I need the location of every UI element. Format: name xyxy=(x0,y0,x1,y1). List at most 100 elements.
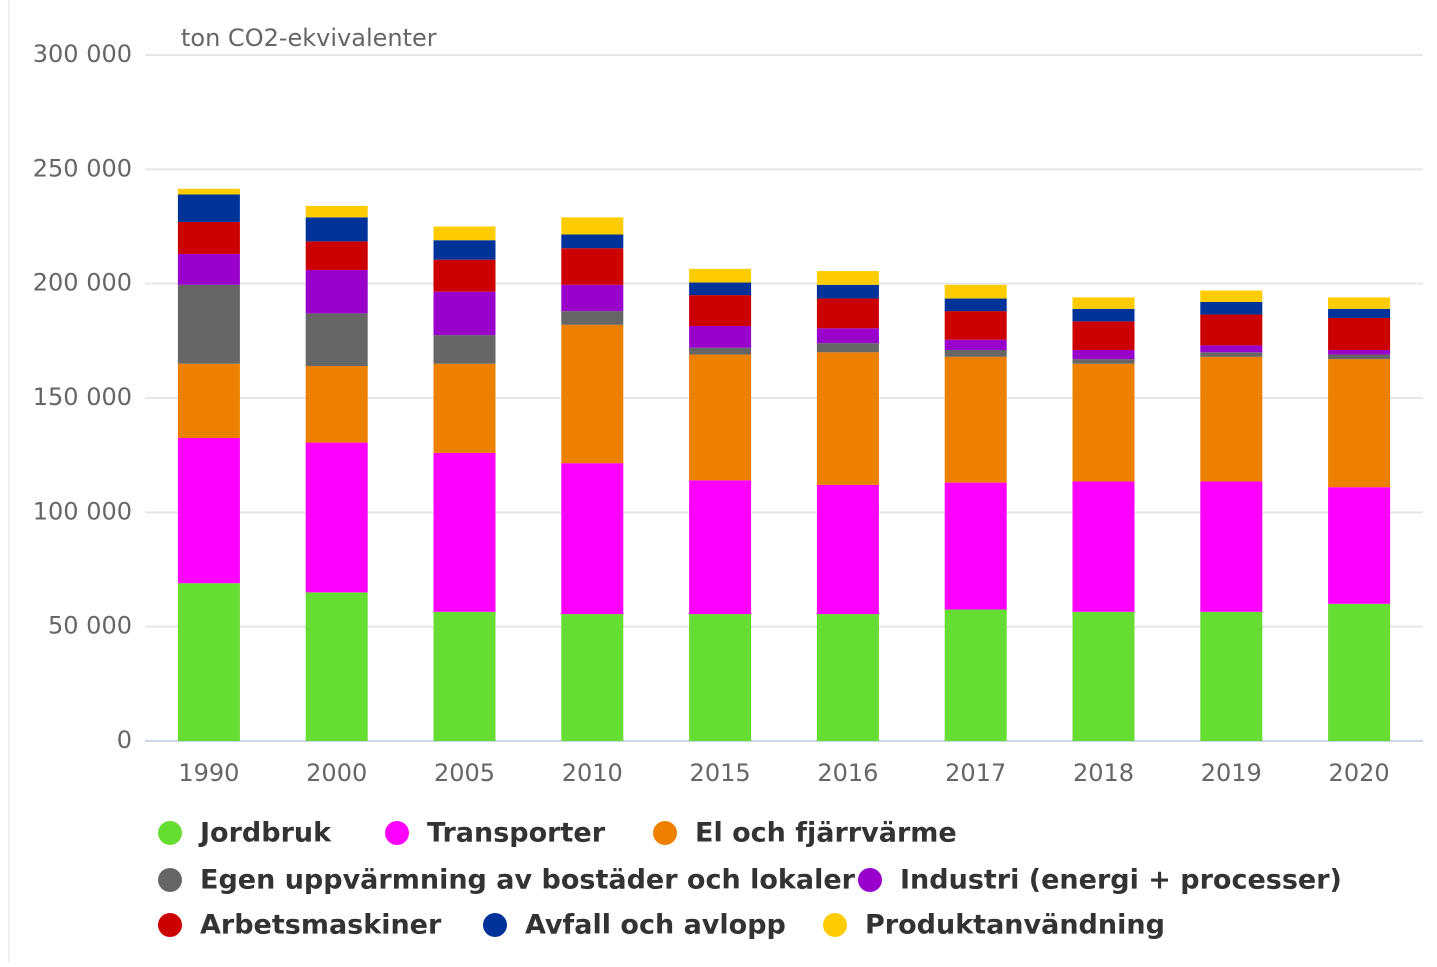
x-tick-label: 2018 xyxy=(1073,759,1134,787)
bar-segment xyxy=(305,217,368,242)
bar-segment xyxy=(305,313,368,366)
bar-segment xyxy=(433,363,496,453)
bar-segment xyxy=(177,284,240,364)
bar-segment xyxy=(561,311,624,325)
bar-segment xyxy=(689,354,752,481)
bar-segment xyxy=(1328,487,1391,604)
legend-marker xyxy=(158,868,182,892)
bar-segment xyxy=(944,339,1007,350)
bar-segment xyxy=(433,452,496,612)
bar-segment xyxy=(816,271,879,285)
bar-segment xyxy=(944,284,1007,299)
legend-marker xyxy=(858,868,882,892)
bar-segment xyxy=(689,480,752,615)
legend-marker xyxy=(823,913,847,937)
bar-segment xyxy=(305,269,368,314)
y-axis-label: ton CO2-ekvivalenter xyxy=(181,24,437,52)
bar-segment xyxy=(305,442,368,593)
legend-label: Jordbruk xyxy=(198,818,332,849)
bar-segment xyxy=(1200,352,1263,357)
bar-segment xyxy=(944,356,1007,483)
bar-segment xyxy=(1328,297,1391,309)
bar-segment xyxy=(944,609,1007,741)
bar-segment xyxy=(433,240,496,260)
bar-segment xyxy=(177,253,240,285)
bar-segment xyxy=(305,365,368,443)
bar-segment xyxy=(1328,308,1391,318)
bar-segment xyxy=(1072,481,1135,612)
y-tick-label: 250 000 xyxy=(33,154,132,182)
x-tick-label: 2010 xyxy=(562,759,623,787)
bar-segment xyxy=(944,349,1007,357)
bar-segment xyxy=(689,325,752,348)
bar-segment xyxy=(177,221,240,254)
legend-marker xyxy=(653,821,677,845)
bar-segment xyxy=(1328,603,1391,741)
bar-segment xyxy=(561,248,624,285)
bar-segment xyxy=(816,352,879,485)
bar-segment xyxy=(1200,356,1263,482)
bar-segment xyxy=(433,259,496,292)
bar-segment xyxy=(1072,611,1135,741)
legend-label: Egen uppvärmning av bostäder och lokaler xyxy=(200,865,856,896)
y-tick-label: 300 000 xyxy=(33,40,132,68)
legend-marker xyxy=(483,913,507,937)
bar-segment xyxy=(816,484,879,615)
bar-segment xyxy=(944,482,1007,610)
bar-segment xyxy=(177,194,240,222)
bar-segment xyxy=(1328,349,1391,355)
bar-segment xyxy=(1072,363,1135,482)
bar-segment xyxy=(305,241,368,270)
x-tick-label: 2020 xyxy=(1329,759,1390,787)
x-tick-label: 2016 xyxy=(817,759,878,787)
bar-segment xyxy=(816,343,879,353)
bar-segment xyxy=(689,282,752,296)
bar-segment xyxy=(177,188,240,195)
bar-segment xyxy=(177,438,240,584)
bar-segment xyxy=(1200,314,1263,346)
bar-segment xyxy=(1328,354,1391,360)
bar-segment xyxy=(561,324,624,464)
legend-label: Produktanvändning xyxy=(865,910,1165,941)
bar-segment xyxy=(1200,481,1263,612)
legend-label: Industri (energi + processer) xyxy=(900,865,1342,896)
bar-segment xyxy=(1072,349,1135,360)
legend-marker xyxy=(158,821,182,845)
bar-segment xyxy=(1328,359,1391,488)
bar-segment xyxy=(1072,359,1135,364)
bar-segment xyxy=(1328,317,1391,350)
bar-segment xyxy=(1072,297,1135,309)
bar-segment xyxy=(433,226,496,241)
legend-marker xyxy=(385,821,409,845)
x-tick-label: 2017 xyxy=(945,759,1006,787)
bar-segment xyxy=(944,298,1007,312)
bar-segment xyxy=(1200,290,1263,302)
y-tick-label: 150 000 xyxy=(33,383,132,411)
bar-segment xyxy=(1200,301,1263,315)
x-tick-label: 2000 xyxy=(306,759,367,787)
bar-segment xyxy=(305,592,368,741)
bar-segment xyxy=(816,614,879,741)
bar-segment xyxy=(816,328,879,344)
bar-segment xyxy=(689,614,752,741)
x-tick-label: 1990 xyxy=(178,759,239,787)
bar-segment xyxy=(944,311,1007,340)
bar-segment xyxy=(1072,308,1135,322)
bar-segment xyxy=(816,298,879,329)
bar-segment xyxy=(561,284,624,312)
bar-segment xyxy=(689,295,752,326)
bar-segment xyxy=(561,614,624,741)
bar-segment xyxy=(1200,611,1263,741)
bar-segment xyxy=(1072,321,1135,350)
bar-segment xyxy=(433,611,496,741)
legend-label: Avfall och avlopp xyxy=(525,910,786,941)
legend-label: Arbetsmaskiner xyxy=(200,910,442,941)
bar-segment xyxy=(561,463,624,615)
bar-segment xyxy=(816,284,879,299)
x-tick-label: 2015 xyxy=(690,759,751,787)
bar-segment xyxy=(1200,345,1263,353)
bar-segment xyxy=(177,583,240,741)
x-tick-label: 2019 xyxy=(1201,759,1262,787)
bar-segment xyxy=(177,363,240,439)
